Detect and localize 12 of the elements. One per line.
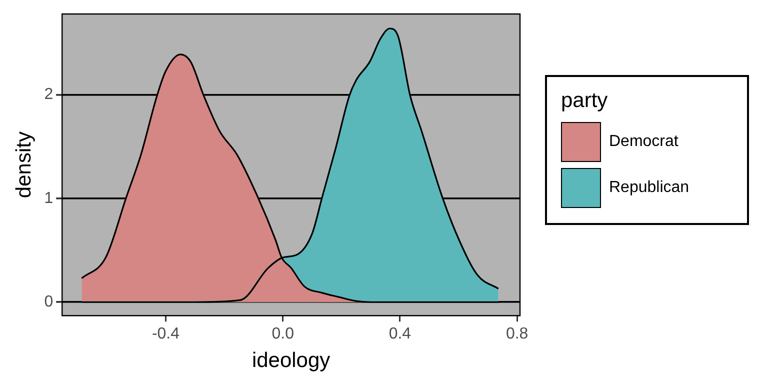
y-tick-label: 0: [44, 294, 54, 311]
legend-label: Republican: [609, 179, 690, 197]
x-tick-label: 0.8: [506, 326, 528, 343]
x-tick-label: 0.0: [272, 326, 294, 343]
x-axis-title: ideology: [252, 349, 331, 372]
legend-title: party: [561, 89, 609, 113]
x-tick-label: 0.4: [388, 326, 412, 343]
x-tick-label: -0.4: [152, 326, 180, 343]
y-tick-label: 1: [44, 190, 54, 207]
legend-label: Democrat: [609, 133, 678, 151]
y-tick-label: 2: [44, 86, 54, 104]
y-axis-title: density: [12, 131, 36, 198]
